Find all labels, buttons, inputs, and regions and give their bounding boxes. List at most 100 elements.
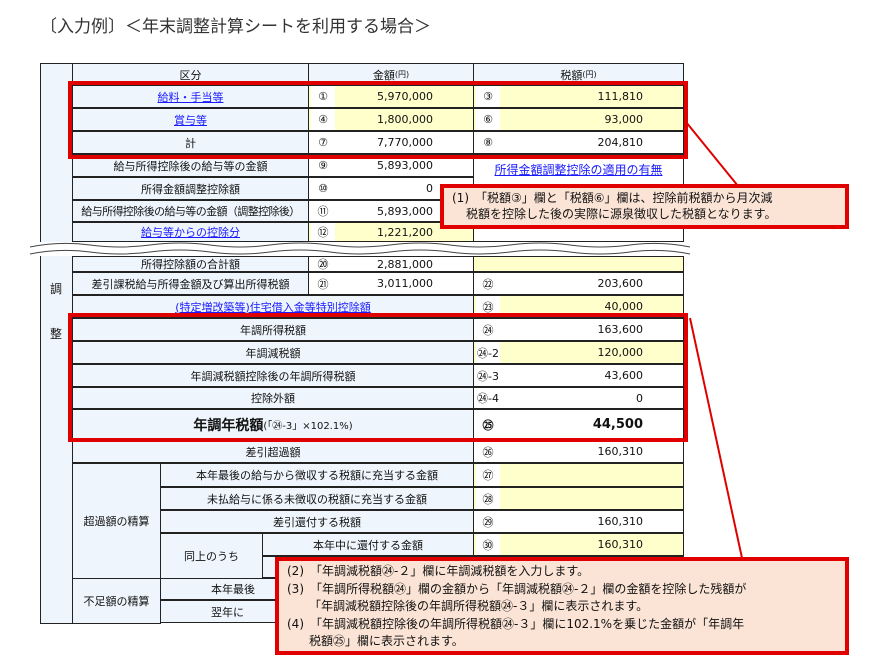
row-label: 所得金額調整控除額 (141, 182, 240, 196)
row-number: ⑫ (311, 223, 335, 241)
row-label-cell[interactable]: 賞与等 (72, 108, 309, 131)
value: 160,310 (597, 445, 644, 458)
row-label[interactable]: (特定増改築等)住宅借入金等特別控除額 (175, 300, 371, 314)
side-label: 調 (50, 282, 63, 296)
value: 43,600 (604, 369, 644, 382)
tax-cell[interactable]: ㉚ 160,310 (473, 533, 684, 556)
tax-cell: ㉒ 203,600 (473, 272, 684, 295)
value: 7,770,000 (377, 136, 433, 149)
tax-cell[interactable]: ③ 111,810 (473, 85, 684, 108)
callout-line: (4) 「年調減税額控除後の年調所得税額㉔-３」欄に102.1%を乗じた金額が「… (287, 616, 745, 631)
tax-cell: ㉖ 160,310 (473, 440, 684, 463)
row-label-cell: 計 (72, 131, 309, 154)
row-label: 計 (185, 136, 196, 150)
value: 5,970,000 (377, 90, 433, 103)
side-label: 整 (50, 327, 63, 341)
unit: (円) (394, 70, 410, 79)
tax-cell[interactable]: ㉓ 40,000 (473, 295, 684, 318)
header-amount: 金額 (円) (308, 63, 474, 86)
row-label-cell[interactable]: 給与等からの控除分 (72, 222, 309, 242)
group-label: 不足額の精算 (83, 595, 150, 608)
row-label[interactable]: 給与等からの控除分 (141, 226, 240, 239)
row-label: 差引超過額 (245, 445, 301, 459)
row-number: ⑥ (476, 109, 500, 130)
row-label-cell: 給与所得控除後の給与等の金額（調整控除後） (72, 200, 309, 222)
row-label-cell: 年調所得税額 (72, 318, 474, 341)
value: 5,893,000 (377, 159, 433, 172)
callout-line: (1) 「税額③」欄と「税額⑥」欄は、控除前税額から月次減 (452, 191, 773, 205)
row-label-cell: 差引還付する税額 (160, 510, 474, 533)
tax-cell: ⑧ 204,810 (473, 131, 684, 154)
row-number: ⑩ (311, 178, 335, 199)
group-of-which: 同上のうち (160, 533, 263, 579)
row-label: 本年中に還付する金額 (313, 538, 423, 552)
amount-cell: ⑪ 5,893,000 (308, 200, 474, 222)
group-excess: 超過額の精算 (72, 463, 161, 579)
callout-line: 税額㉕」欄に表示されます。 (309, 634, 464, 648)
page-title: 〔入力例〕＜年末調整計算シートを利用する場合＞ (40, 17, 431, 37)
callout-line: (3) 「年調所得税額㉔」欄の金額から「年調減税額㉔-２」欄の金額を控除した残額… (287, 581, 747, 596)
break-wave (29, 242, 700, 256)
row-label[interactable]: 給料・手当等 (157, 90, 224, 104)
row-label: 給与所得控除後の給与等の金額 (113, 159, 268, 173)
value: 204,810 (597, 136, 644, 149)
adjustment-link[interactable]: 所得金額調整控除の適用の有無 (494, 163, 663, 177)
row-label-cell: 本年中に還付する金額 (262, 533, 474, 556)
tax-cell[interactable]: ㉗ (473, 463, 684, 487)
group-label: 同上のうち (184, 550, 239, 563)
row-label: 本年最後の給与から徴収する税額に充当する金額 (196, 469, 438, 482)
row-number: ㉒ (476, 273, 500, 294)
row-number: ③ (476, 86, 500, 107)
side-strip (40, 63, 73, 624)
value: 160,310 (597, 515, 644, 528)
tax-cell: ㉔-3 43,600 (473, 364, 684, 387)
row-number: ㉗ (476, 464, 500, 486)
amount-cell[interactable]: ④ 1,800,000 (308, 108, 474, 131)
callout-line: 税額を控除した後の実際に源泉徴収した税額となります。 (466, 207, 777, 221)
value: 163,600 (597, 323, 644, 336)
value: 3,011,000 (377, 277, 433, 290)
row-number: ㉔-2 (476, 342, 500, 363)
value: 120,000 (597, 346, 644, 359)
row-label[interactable]: 賞与等 (174, 113, 207, 127)
row-label-cell: 未払給与に係る未徴収の税額に充当する金額 (160, 487, 474, 510)
callout-note-2: (2) 「年調減税額㉔-２」欄に年調減税額を入力します。 (3) 「年調所得税額… (275, 557, 849, 655)
row-number: ㉔ (476, 319, 500, 340)
row-number: ㉕ (476, 410, 500, 439)
amount-cell: ㉑ 3,011,000 (308, 272, 474, 295)
tax-cell[interactable]: ㉘ (473, 487, 684, 510)
header-tax: 税額 (円) (473, 63, 684, 86)
row-number: ㉔-3 (476, 365, 500, 386)
group-label: 超過額の精算 (83, 515, 150, 528)
row-label: 年調年税額 (193, 417, 264, 434)
row-number: ㉔-4 (476, 388, 500, 408)
amount-cell: ⑨ 5,893,000 (308, 154, 474, 177)
value: 40,000 (604, 300, 644, 313)
tax-cell: ㉔ 163,600 (473, 318, 684, 341)
row-number: ㉘ (476, 488, 500, 509)
value: 44,500 (592, 417, 643, 432)
value: 203,600 (597, 277, 644, 290)
row-label-cell: 年調年税額 (「㉔-3」×102.1%) (72, 409, 474, 440)
row-label-cell: 年調減税額 (72, 341, 474, 364)
value: 111,810 (597, 90, 644, 103)
tax-cell: ㉔-4 0 (473, 387, 684, 409)
group-shortage: 不足額の精算 (72, 578, 161, 624)
tax-cell[interactable]: ㉔-2 120,000 (473, 341, 684, 364)
amount-cell[interactable]: ① 5,970,000 (308, 85, 474, 108)
row-label-cell[interactable]: 給料・手当等 (72, 85, 309, 108)
row-label: 年調所得税額 (240, 323, 306, 337)
callout-note-1: (1) 「税額③」欄と「税額⑥」欄は、控除前税額から月次減 税額を控除した後の実… (440, 184, 849, 229)
row-label-cell: 所得控除額の合計額 (72, 256, 309, 272)
row-number: ⑧ (476, 132, 500, 153)
amount-cell[interactable]: ⑫ 1,221,200 (308, 222, 474, 242)
tax-cell: ㉕ 44,500 (473, 409, 684, 440)
tax-cell[interactable]: ⑥ 93,000 (473, 108, 684, 131)
value: 5,893,000 (377, 204, 433, 218)
row-label-cell: 差引課税給与所得金額及び算出所得税額 (72, 272, 309, 295)
value: 2,881,000 (377, 257, 433, 271)
row-label-cell[interactable]: (特定増改築等)住宅借入金等特別控除額 (72, 295, 474, 318)
row-label: 給与所得控除後の給与等の金額（調整控除後） (81, 205, 300, 218)
tax-cell[interactable] (473, 256, 684, 272)
value: 1,800,000 (377, 113, 433, 126)
